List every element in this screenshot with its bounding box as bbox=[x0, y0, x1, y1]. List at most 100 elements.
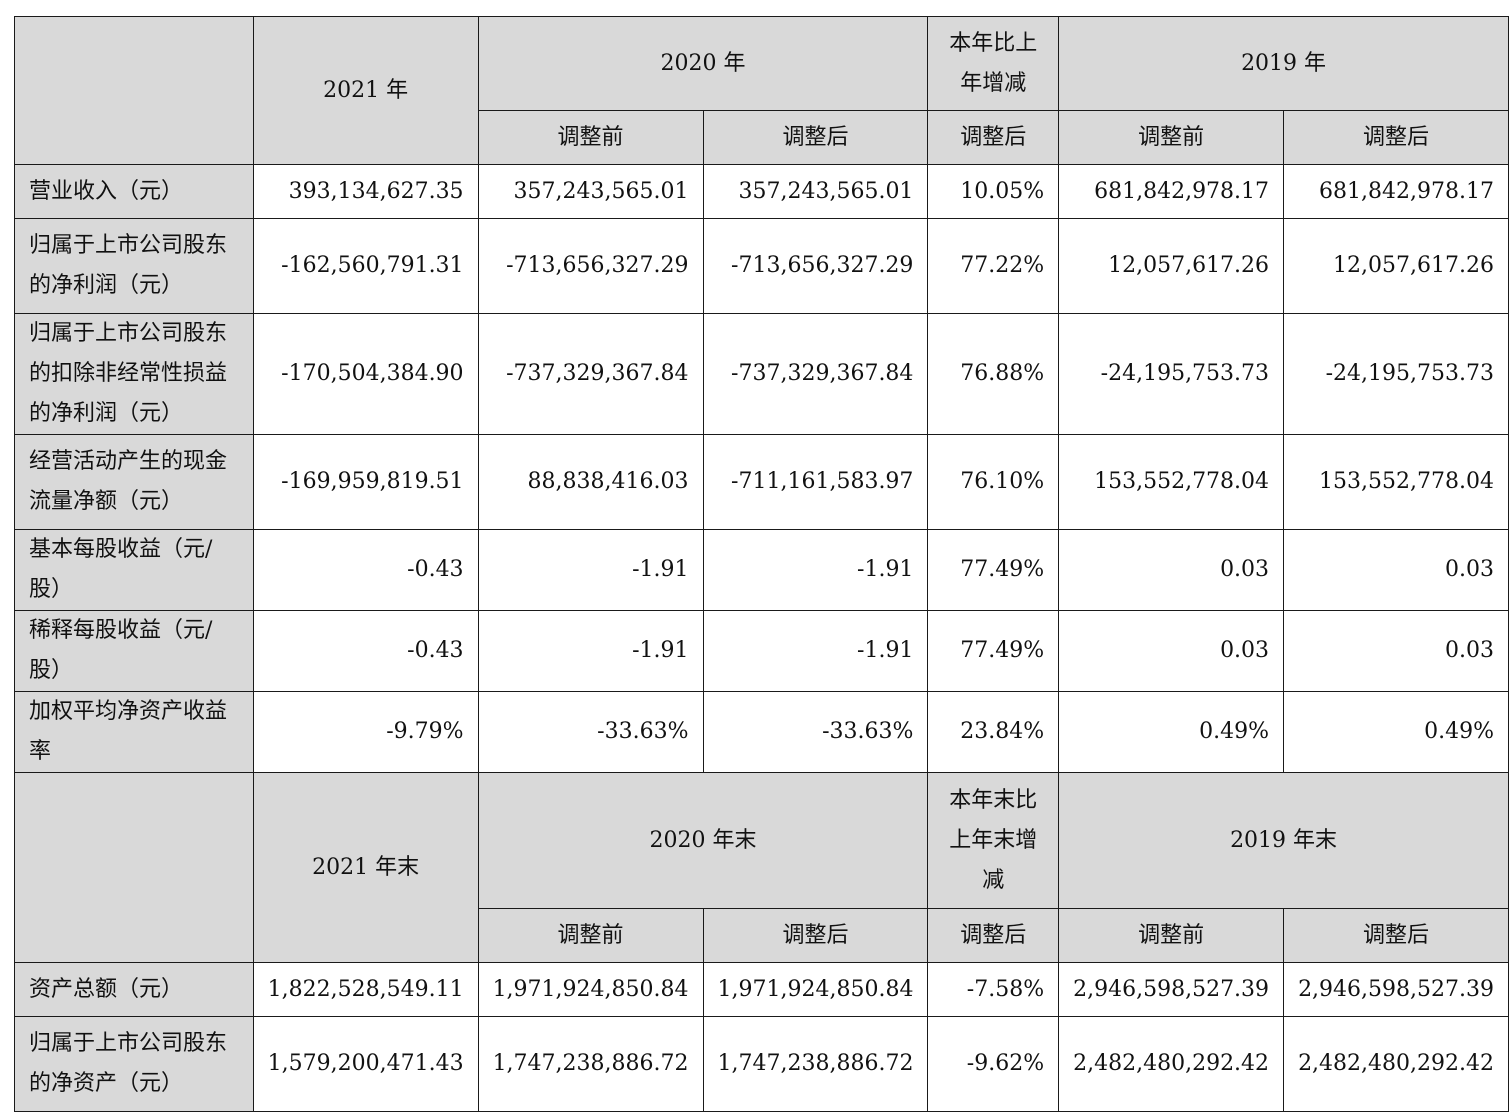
cell-2020-after: 357,243,565.01 bbox=[702, 164, 929, 219]
table-row: 稀释每股收益（元/股） -0.43 -1.91 -1.91 77.49% 0.0… bbox=[14, 610, 1509, 692]
section2-header-row: 2021 年末 2020 年末 本年末比上年末增减 2019 年末 bbox=[14, 772, 1509, 963]
cell-2020-after: -33.63% bbox=[702, 691, 929, 773]
subheader-2020-after: 调整后 bbox=[702, 110, 929, 165]
cell-2019-before: 0.03 bbox=[1058, 529, 1285, 611]
table-row: 经营活动产生的现金流量净额（元） -169,959,819.51 88,838,… bbox=[14, 434, 1509, 530]
cell-2019-after: 0.49% bbox=[1283, 691, 1509, 773]
header-2021-end: 2021 年末 bbox=[252, 772, 479, 963]
subheader-2019-before: 调整前 bbox=[1058, 908, 1285, 963]
cell-change: 77.49% bbox=[927, 529, 1060, 611]
cell-2019-after: 0.03 bbox=[1283, 529, 1509, 611]
cell-2020-after: -711,161,583.97 bbox=[702, 434, 929, 530]
cell-2019-after: 12,057,617.26 bbox=[1283, 218, 1509, 314]
cell-2019-before: 681,842,978.17 bbox=[1058, 164, 1285, 219]
subheader-2019-before: 调整前 bbox=[1058, 110, 1285, 165]
corner-cell bbox=[14, 772, 254, 963]
cell-2020-before: 1,971,924,850.84 bbox=[477, 962, 704, 1017]
cell-2021: -0.43 bbox=[252, 610, 479, 692]
cell-2019-after: 2,946,598,527.39 bbox=[1283, 962, 1509, 1017]
table-row: 归属于上市公司股东的净利润（元） -162,560,791.31 -713,65… bbox=[14, 218, 1509, 314]
cell-2020-before: 1,747,238,886.72 bbox=[477, 1016, 704, 1112]
section1-subheader-row: 调整前 调整后 调整后 调整前 调整后 bbox=[15, 110, 1509, 165]
cell-2020-before: -1.91 bbox=[477, 529, 704, 611]
cell-2020-before: -737,329,367.84 bbox=[477, 313, 704, 435]
cell-2020-after: 1,971,924,850.84 bbox=[702, 962, 929, 1017]
cell-2019-after: 153,552,778.04 bbox=[1283, 434, 1509, 530]
header-2019-end: 2019 年末 bbox=[1058, 772, 1509, 909]
cell-2019-after: 681,842,978.17 bbox=[1283, 164, 1509, 219]
cell-2019-before: 2,946,598,527.39 bbox=[1058, 962, 1285, 1017]
cell-2020-after: -737,329,367.84 bbox=[702, 313, 929, 435]
subheader-change-after: 调整后 bbox=[927, 908, 1060, 963]
subheader-2019-after: 调整后 bbox=[1283, 908, 1509, 963]
cell-2019-after: 0.03 bbox=[1283, 610, 1509, 692]
cell-change: 10.05% bbox=[927, 164, 1060, 219]
table-row: 归属于上市公司股东的扣除非经常性损益的净利润（元） -170,504,384.9… bbox=[14, 313, 1509, 435]
row-label: 营业收入（元） bbox=[14, 164, 254, 219]
row-label: 基本每股收益（元/股） bbox=[14, 529, 254, 611]
cell-2021: -169,959,819.51 bbox=[252, 434, 479, 530]
cell-2020-after: 1,747,238,886.72 bbox=[702, 1016, 929, 1112]
cell-2021: -162,560,791.31 bbox=[252, 218, 479, 314]
cell-2020-after: -1.91 bbox=[702, 610, 929, 692]
cell-2020-before: -33.63% bbox=[477, 691, 704, 773]
header-2020: 2020 年 bbox=[477, 16, 929, 111]
row-label: 经营活动产生的现金流量净额（元） bbox=[14, 434, 254, 530]
cell-2021: 1,579,200,471.43 bbox=[252, 1016, 479, 1112]
cell-change: 23.84% bbox=[927, 691, 1060, 773]
header-2019: 2019 年 bbox=[1058, 16, 1509, 111]
financial-summary-table: 2021 年 2020 年 本年比上年增减 2019 年 调整前 调整后 调整后… bbox=[14, 16, 1509, 1112]
cell-2021: -0.43 bbox=[252, 529, 479, 611]
cell-2020-before: -1.91 bbox=[477, 610, 704, 692]
cell-2020-after: -713,656,327.29 bbox=[702, 218, 929, 314]
cell-2019-after: 2,482,480,292.42 bbox=[1283, 1016, 1509, 1112]
table-row: 营业收入（元） 393,134,627.35 357,243,565.01 35… bbox=[14, 164, 1509, 219]
cell-2020-after: -1.91 bbox=[702, 529, 929, 611]
cell-change: 77.49% bbox=[927, 610, 1060, 692]
cell-2019-before: -24,195,753.73 bbox=[1058, 313, 1285, 435]
cell-2019-before: 153,552,778.04 bbox=[1058, 434, 1285, 530]
section2: 2021 年末 2020 年末 本年末比上年末增减 2019 年末 调整前 调整… bbox=[14, 772, 1509, 1112]
financial-table-container: 2021 年 2020 年 本年比上年增减 2019 年 调整前 调整后 调整后… bbox=[14, 16, 1509, 1112]
cell-2020-before: -713,656,327.29 bbox=[477, 218, 704, 314]
corner-cell bbox=[14, 16, 254, 165]
section2-subheader-row: 调整前 调整后 调整后 调整前 调整后 bbox=[15, 908, 1509, 963]
cell-2019-before: 0.49% bbox=[1058, 691, 1285, 773]
table-row: 基本每股收益（元/股） -0.43 -1.91 -1.91 77.49% 0.0… bbox=[14, 529, 1509, 611]
row-label: 稀释每股收益（元/股） bbox=[14, 610, 254, 692]
cell-change: -9.62% bbox=[927, 1016, 1060, 1112]
header-change: 本年比上年增减 bbox=[927, 16, 1060, 111]
subheader-2020-after: 调整后 bbox=[702, 908, 929, 963]
table-row: 加权平均净资产收益率 -9.79% -33.63% -33.63% 23.84%… bbox=[14, 691, 1509, 773]
row-label: 资产总额（元） bbox=[14, 962, 254, 1017]
cell-2019-before: 2,482,480,292.42 bbox=[1058, 1016, 1285, 1112]
cell-change: 76.10% bbox=[927, 434, 1060, 530]
subheader-2020-before: 调整前 bbox=[477, 908, 704, 963]
header-change-end: 本年末比上年末增减 bbox=[927, 772, 1060, 909]
cell-2019-before: 12,057,617.26 bbox=[1058, 218, 1285, 314]
section1: 2021 年 2020 年 本年比上年增减 2019 年 调整前 调整后 调整后… bbox=[14, 16, 1509, 773]
table-row: 归属于上市公司股东的净资产（元） 1,579,200,471.43 1,747,… bbox=[14, 1016, 1509, 1112]
cell-2021: -9.79% bbox=[252, 691, 479, 773]
cell-change: -7.58% bbox=[927, 962, 1060, 1017]
section1-header-row: 2021 年 2020 年 本年比上年增减 2019 年 bbox=[14, 16, 1509, 165]
subheader-change-after: 调整后 bbox=[927, 110, 1060, 165]
row-label: 加权平均净资产收益率 bbox=[14, 691, 254, 773]
header-2021: 2021 年 bbox=[252, 16, 479, 165]
cell-2020-before: 357,243,565.01 bbox=[477, 164, 704, 219]
cell-2019-after: -24,195,753.73 bbox=[1283, 313, 1509, 435]
table-row: 资产总额（元） 1,822,528,549.11 1,971,924,850.8… bbox=[14, 962, 1509, 1017]
subheader-2019-after: 调整后 bbox=[1283, 110, 1509, 165]
cell-2021: 1,822,528,549.11 bbox=[252, 962, 479, 1017]
cell-2021: 393,134,627.35 bbox=[252, 164, 479, 219]
header-2020-end: 2020 年末 bbox=[477, 772, 929, 909]
row-label: 归属于上市公司股东的净利润（元） bbox=[14, 218, 254, 314]
cell-2019-before: 0.03 bbox=[1058, 610, 1285, 692]
cell-change: 76.88% bbox=[927, 313, 1060, 435]
cell-2021: -170,504,384.90 bbox=[252, 313, 479, 435]
subheader-2020-before: 调整前 bbox=[477, 110, 704, 165]
cell-2020-before: 88,838,416.03 bbox=[477, 434, 704, 530]
row-label: 归属于上市公司股东的扣除非经常性损益的净利润（元） bbox=[14, 313, 254, 435]
cell-change: 77.22% bbox=[927, 218, 1060, 314]
row-label: 归属于上市公司股东的净资产（元） bbox=[14, 1016, 254, 1112]
